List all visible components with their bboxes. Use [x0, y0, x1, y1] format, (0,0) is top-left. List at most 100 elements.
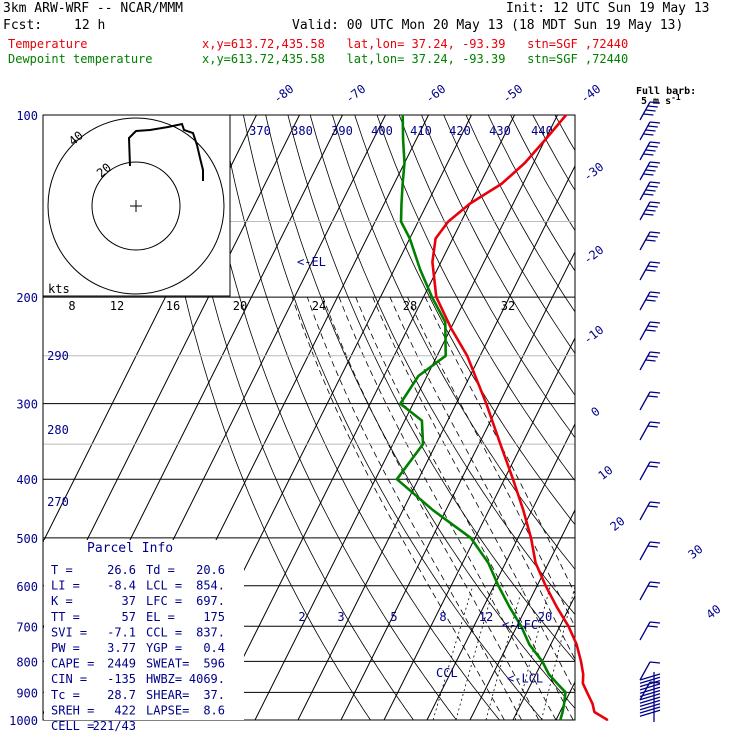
wind-barb-staff [639, 261, 651, 281]
isotherm-line [211, 115, 516, 720]
wind-barb [639, 391, 661, 411]
moist-adiabat-line [424, 296, 575, 595]
dry-adiabat-line [443, 115, 575, 355]
theta-label: 400 [371, 124, 393, 138]
isotherm-tick-label: 10 [596, 463, 616, 483]
pressure-tick-label: 200 [16, 291, 38, 305]
wind-barb-flag [643, 113, 654, 116]
parcel-info-value: 4069. [189, 672, 225, 686]
wind-barb-flag [649, 581, 661, 584]
wind-barb [639, 541, 661, 561]
wind-barb [639, 141, 661, 161]
dewpoint-point [421, 419, 423, 422]
temperature-point [499, 443, 502, 446]
wind-barb-flag [647, 425, 658, 428]
wind-barb-staff [639, 581, 651, 601]
temperature-legend: Temperature [8, 37, 88, 51]
temperature-line [431, 114, 609, 722]
temperature-point [534, 562, 537, 564]
parcel-info-key: SVI = [51, 625, 87, 639]
wind-barb-staff [639, 291, 651, 311]
parcel-info-title: Parcel Info [87, 541, 173, 556]
wind-barb [639, 661, 661, 681]
wind-barb-staff [639, 351, 651, 371]
parcel-info-value: 26.6 [107, 563, 136, 577]
dewpoint-point [541, 660, 544, 663]
parcel-info-key: CELL = [51, 719, 94, 733]
isotherm-tick-label: 40 [704, 602, 724, 622]
dry-adiabat-line [176, 115, 414, 720]
lfc-marker: <-LFC [502, 618, 538, 632]
wind-barb-staff [639, 321, 651, 341]
theta-label: 370 [249, 124, 271, 138]
parcel-info-value: 854. [196, 579, 225, 593]
wind-barb-flag [649, 621, 661, 624]
wind-barb-flag [647, 325, 658, 328]
parcel-info-value: 8.6 [203, 703, 225, 717]
temperature-point [530, 537, 532, 539]
wind-barb-flag [647, 355, 658, 358]
wind-barb [639, 321, 661, 341]
wind-barb-flag [647, 545, 658, 548]
dewpoint-point [444, 355, 447, 357]
pressure-tick-label: 300 [16, 398, 38, 412]
parcel-info-value: 697. [196, 594, 225, 608]
dewpoint-point [417, 375, 420, 377]
dry-adiabat-label: 280 [47, 423, 69, 437]
init-time: Init: 12 UTC Sun 19 May 13 [506, 1, 710, 16]
parcel-info-key: CIN = [51, 672, 87, 686]
moist-adiabat-line [355, 296, 574, 720]
theta-label: 440 [531, 124, 553, 138]
parcel-info-key: Tc = [51, 688, 80, 702]
ccl-marker: CCL [436, 666, 458, 680]
wind-barb [639, 291, 661, 311]
isotherm-line [722, 102, 740, 733]
isotherm-line [636, 102, 740, 733]
isotherm-line [512, 594, 575, 720]
isotherm-tick-label: -70 [343, 82, 369, 106]
parcel-info-value: 3.77 [107, 641, 136, 655]
wind-barb-flag [647, 205, 658, 208]
temperature-location: x,y=613.72,435.58 lat,lon= 37.24, -93.39… [202, 37, 629, 51]
dewpoint-point [399, 402, 402, 405]
wind-barb-flag [649, 161, 661, 164]
dry-adiabat-line [421, 115, 575, 396]
parcel-info-key: SHEAR= [146, 688, 189, 702]
temperature-point [450, 327, 452, 329]
dry-adiabat-line [510, 115, 575, 232]
wind-barb-staff [639, 121, 651, 141]
temperature-point [593, 711, 596, 713]
wind-barb-staff [639, 201, 651, 221]
dry-adiabat-line [220, 115, 501, 720]
isotherm-tick-label: -10 [581, 323, 607, 347]
wind-barb-staff [639, 681, 651, 701]
temperature-point [555, 606, 558, 608]
wind-barb-flag [647, 465, 658, 468]
dewpoint-point [403, 162, 406, 164]
temperature-point [606, 719, 609, 721]
forecast-label: Fcst: [3, 18, 43, 33]
pressure-tick-label: 900 [16, 686, 38, 700]
parcel-info-key: TT = [51, 610, 80, 624]
wind-barb-low [639, 703, 661, 711]
wind-barb-flag [649, 101, 661, 104]
parcel-info-value: 57 [122, 610, 136, 624]
dry-adiabat-line [666, 115, 740, 733]
hodograph-speed-label: 28 [403, 299, 417, 313]
wind-barb-flag [647, 395, 658, 398]
dewpoint-point [564, 691, 567, 694]
wind-barb-flag [647, 265, 658, 268]
parcel-info-key: EL = [146, 610, 175, 624]
parcel-info-key: PW = [51, 641, 80, 655]
dewpoint-point [402, 139, 404, 141]
dry-adiabat-line [600, 115, 740, 733]
dewpoint-location: x,y=613.72,435.58 lat,lon= 37.24, -93.39… [202, 52, 629, 66]
lcl-marker: <-LCL [507, 672, 543, 686]
wind-barb-flag [649, 391, 661, 394]
wind-barb-flag [645, 269, 656, 272]
theta-label: 380 [291, 124, 313, 138]
dewpoint-point [508, 606, 511, 608]
theta-label: 410 [410, 124, 432, 138]
temperature-point [586, 691, 588, 694]
wind-barb-flag [649, 321, 661, 324]
